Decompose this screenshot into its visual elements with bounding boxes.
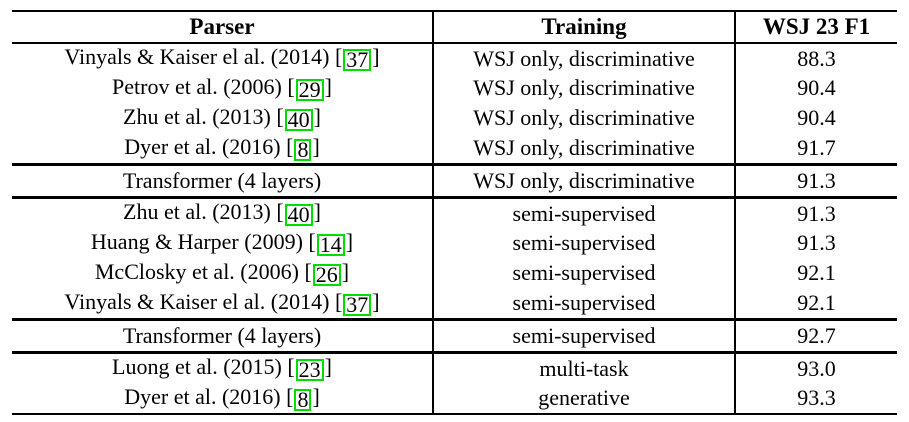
parser-label: Luong et al. (2015) [ xyxy=(112,354,295,380)
training-cell: semi-supervised xyxy=(432,288,735,320)
table-row: Zhu et al. (2013) [40] WSJ only, discrim… xyxy=(12,103,897,134)
parser-label: Dyer et al. (2016) [ xyxy=(124,383,294,409)
citation-link[interactable]: 37 xyxy=(343,49,372,72)
parser-label: Dyer et al. (2016) [ xyxy=(124,133,294,159)
table-row: Dyer et al. (2016) [8] WSJ only, discrim… xyxy=(12,133,897,165)
table-row: Zhu et al. (2013) [40] semi-supervised 9… xyxy=(12,197,897,229)
f1-cell: 92.1 xyxy=(734,288,897,320)
parser-label: Zhu et al. (2013) [ xyxy=(123,199,284,225)
parser-label: Vinyals & Kaiser el al. (2014) [ xyxy=(64,44,343,70)
parser-cell: Dyer et al. (2016) [8] xyxy=(12,133,433,164)
parser-cell: Transformer (4 layers) xyxy=(12,164,433,197)
parser-cell: Vinyals & Kaiser el al. (2014) [37] xyxy=(12,43,433,74)
table-row-transformer: Transformer (4 layers) WSJ only, discrim… xyxy=(12,164,897,198)
parser-label: McClosky et al. (2006) [ xyxy=(94,258,312,284)
f1-cell: 93.0 xyxy=(734,352,897,384)
f1-cell: 90.4 xyxy=(734,73,897,104)
f1-cell: 91.3 xyxy=(734,197,897,229)
citation-link[interactable]: 37 xyxy=(343,293,372,316)
f1-cell: 91.3 xyxy=(734,164,897,198)
citation-link[interactable]: 8 xyxy=(294,138,312,161)
parser-cell: McClosky et al. (2006) [26] xyxy=(12,258,433,288)
bracket-close: ] xyxy=(324,73,332,99)
parser-label: Zhu et al. (2013) [ xyxy=(123,103,284,129)
bracket-close: ] xyxy=(345,228,354,254)
table-row: Vinyals & Kaiser el al. (2014) [37] WSJ … xyxy=(12,42,897,74)
parser-cell: Zhu et al. (2013) [40] xyxy=(12,103,433,133)
citation-link[interactable]: 40 xyxy=(284,108,313,131)
training-cell: multi-task xyxy=(432,352,735,384)
parser-cell: Vinyals & Kaiser el al. (2014) [37] xyxy=(12,288,433,319)
training-cell: WSJ only, discriminative xyxy=(432,133,735,165)
f1-cell: 92.1 xyxy=(734,258,897,289)
table-row-transformer: Transformer (4 layers) semi-supervised 9… xyxy=(12,319,897,353)
training-cell: semi-supervised xyxy=(432,228,735,259)
header-row: Parser Training WSJ 23 F1 xyxy=(12,11,897,43)
bracket-close: ] xyxy=(372,288,380,314)
f1-cell: 91.7 xyxy=(734,133,897,165)
parser-label: Transformer (4 layers) xyxy=(122,322,322,348)
table-row: Luong et al. (2015) [23] multi-task 93.0 xyxy=(12,352,897,384)
training-cell: WSJ only, discriminative xyxy=(432,164,735,198)
parser-label: Transformer (4 layers) xyxy=(122,167,322,193)
parser-cell: Luong et al. (2015) [23] xyxy=(12,352,433,383)
table-row: McClosky et al. (2006) [26] semi-supervi… xyxy=(12,258,897,289)
bracket-close: ] xyxy=(313,103,321,129)
f1-cell: 91.3 xyxy=(734,228,897,259)
table-row: Vinyals & Kaiser el al. (2014) [37] semi… xyxy=(12,288,897,320)
f1-cell: 88.3 xyxy=(734,42,897,74)
citation-link[interactable]: 26 xyxy=(312,263,341,286)
training-cell: semi-supervised xyxy=(432,197,735,229)
citation-link[interactable]: 8 xyxy=(294,388,312,411)
parser-cell: Huang & Harper (2009) [14] xyxy=(12,229,433,259)
citation-link[interactable]: 14 xyxy=(316,233,345,256)
bracket-close: ] xyxy=(313,199,321,225)
bracket-close: ] xyxy=(312,133,320,159)
column-header-training: Training xyxy=(432,11,735,43)
table-row: Petrov et al. (2006) [29] WSJ only, disc… xyxy=(12,73,897,104)
bracket-close: ] xyxy=(312,383,320,409)
table-row: Huang & Harper (2009) [14] semi-supervis… xyxy=(12,228,897,259)
parser-cell: Transformer (4 layers) xyxy=(12,319,433,352)
f1-cell: 93.3 xyxy=(734,383,897,415)
bracket-close: ] xyxy=(372,44,380,70)
table-row: Dyer et al. (2016) [8] generative 93.3 xyxy=(12,383,897,415)
results-table: Parser Training WSJ 23 F1 Vinyals & Kais… xyxy=(12,10,897,416)
parser-cell: Zhu et al. (2013) [40] xyxy=(12,197,433,228)
parser-label: Huang & Harper (2009) [ xyxy=(90,228,316,254)
f1-cell: 92.7 xyxy=(734,319,897,353)
parser-cell: Dyer et al. (2016) [8] xyxy=(12,384,433,415)
parser-cell: Petrov et al. (2006) [29] xyxy=(12,74,433,104)
column-header-wsj23f1: WSJ 23 F1 xyxy=(734,11,897,43)
training-cell: WSJ only, discriminative xyxy=(432,103,735,134)
parser-label: Vinyals & Kaiser el al. (2014) [ xyxy=(64,288,343,314)
training-cell: generative xyxy=(432,383,735,415)
training-cell: semi-supervised xyxy=(432,258,735,289)
citation-link[interactable]: 23 xyxy=(295,359,324,382)
training-cell: WSJ only, discriminative xyxy=(432,73,735,104)
training-cell: WSJ only, discriminative xyxy=(432,42,735,74)
column-header-parser: Parser xyxy=(189,14,255,40)
parser-label: Petrov et al. (2006) [ xyxy=(112,73,295,99)
citation-link[interactable]: 40 xyxy=(284,204,313,227)
citation-link[interactable]: 29 xyxy=(295,78,324,101)
bracket-close: ] xyxy=(324,354,332,380)
training-cell: semi-supervised xyxy=(432,319,735,353)
f1-cell: 90.4 xyxy=(734,103,897,134)
bracket-close: ] xyxy=(341,258,350,284)
